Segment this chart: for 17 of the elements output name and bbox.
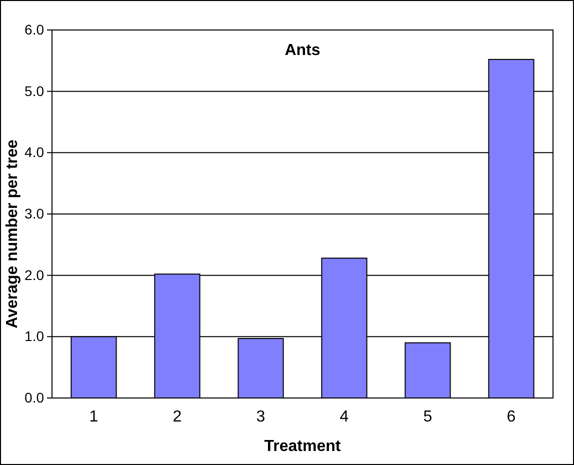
bar (404, 342, 451, 398)
y-tick-label: 1.0 (24, 328, 44, 344)
x-tick-label: 1 (89, 408, 98, 426)
x-axis-title: Treatment (264, 438, 342, 455)
y-tick-label: 2.0 (24, 266, 44, 283)
x-tick-label: 2 (172, 408, 182, 426)
x-tick-label: 4 (340, 408, 349, 426)
y-tick-label: 6.0 (24, 21, 44, 38)
y-tick-label: 5.0 (24, 82, 44, 99)
x-tick-label: 6 (506, 408, 516, 426)
y-tick-label: 3.0 (24, 205, 44, 222)
text: Ants (284, 42, 320, 59)
x-tick-label: 3 (256, 408, 266, 426)
x-tick-label: 5 (423, 408, 432, 426)
y-axis-title: Average number per tree (4, 139, 21, 328)
y-tick-label: 0.0 (24, 389, 44, 406)
y-tick-label: 4.0 (24, 144, 44, 160)
